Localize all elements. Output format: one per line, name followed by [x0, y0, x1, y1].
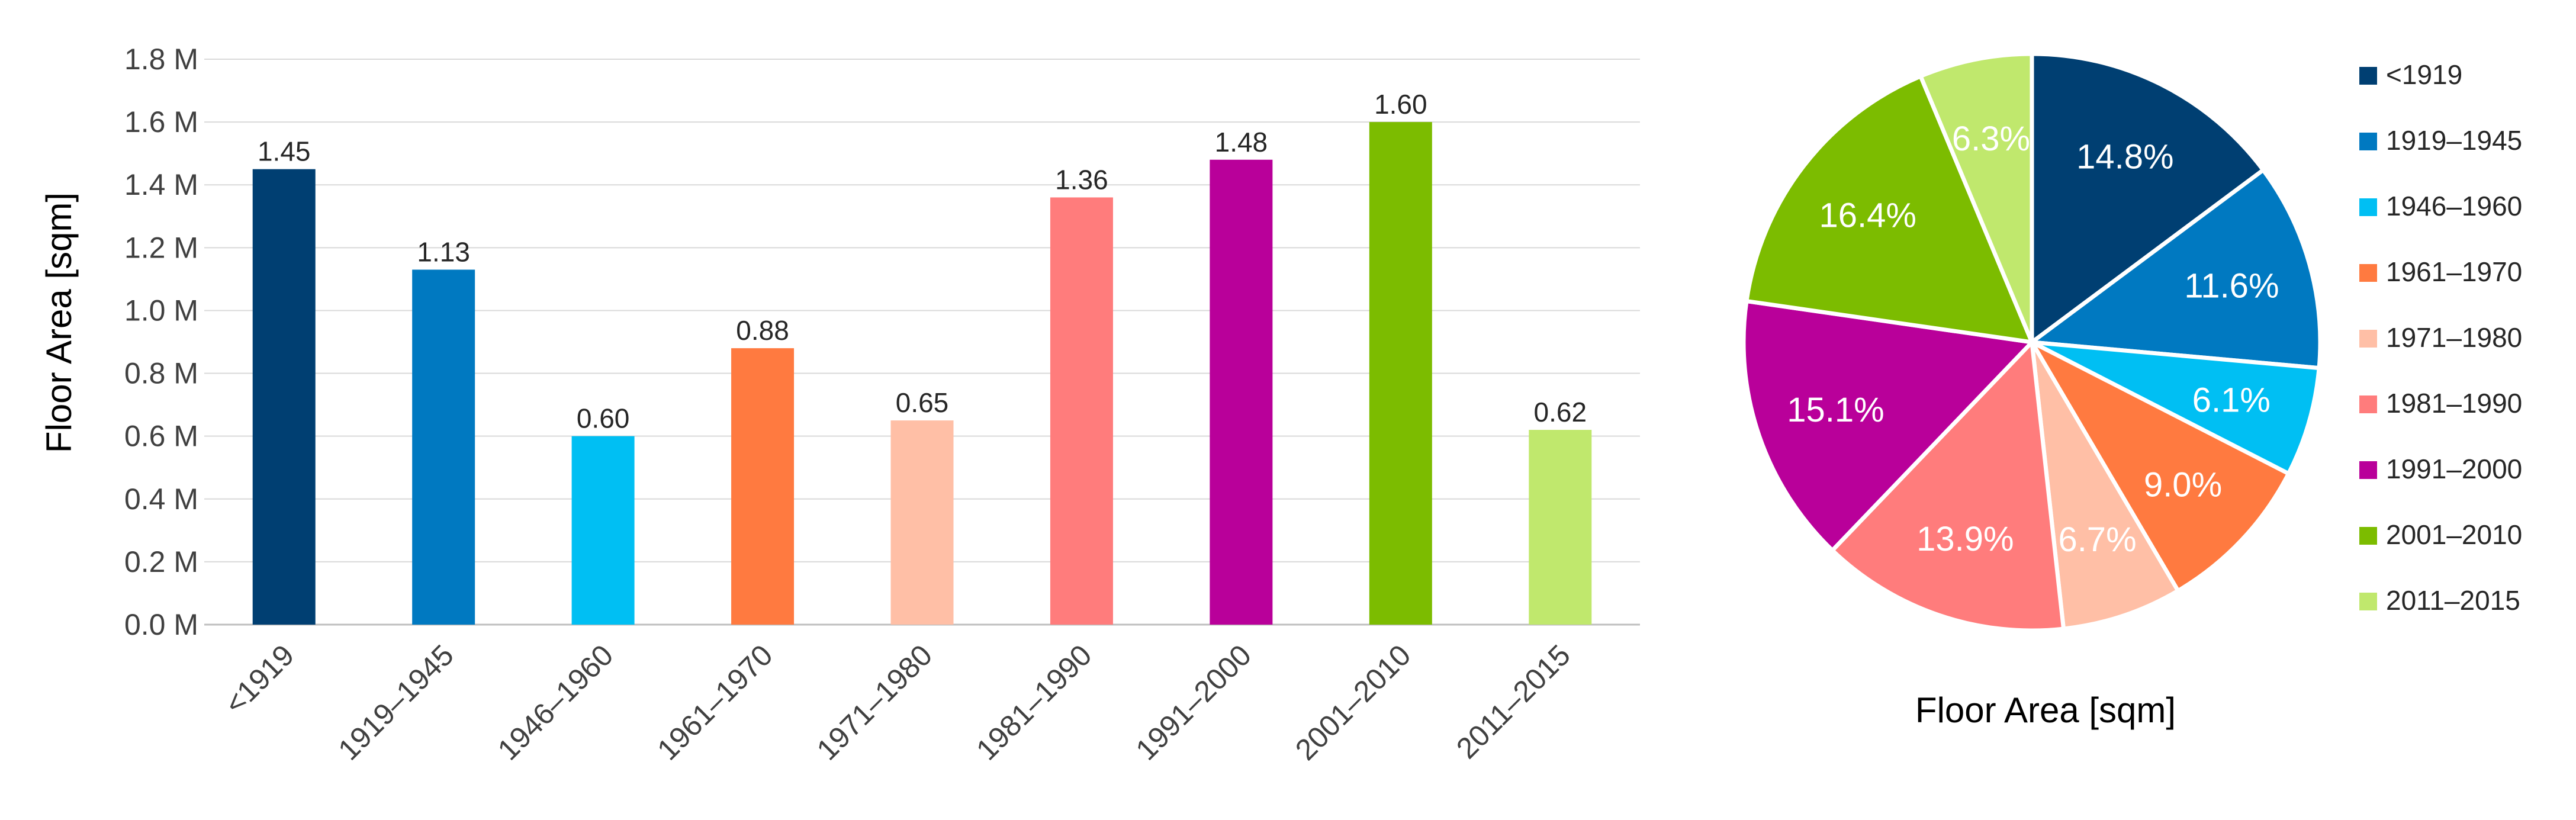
legend-swatch: [2359, 395, 2377, 413]
pie-axis-title: Floor Area [sqm]: [1915, 690, 2176, 730]
legend-swatch: [2359, 593, 2377, 610]
bar: [1050, 197, 1113, 625]
pie-slice: [1918, 52, 2034, 345]
bar-chart: 0.0 M 0.2 M 0.4 M 0.6 M 0.8 M 1.0 M 1.2 M 1.4 M…: [39, 43, 1640, 767]
bar-y-tick-label: 0.4 M: [124, 483, 198, 516]
legend-label: 1971–1980: [2386, 322, 2522, 353]
bar: [1369, 122, 1432, 625]
bar-y-tick-label: 0.6 M: [124, 420, 198, 453]
bar-data-label: 1.48: [1215, 127, 1268, 157]
legend-swatch: [2359, 198, 2377, 216]
bar-data-label: 1.13: [417, 236, 470, 267]
bar-y-tick-label: 0.0 M: [124, 608, 198, 641]
bar-x-tick-label: <1919: [218, 638, 301, 721]
legend-swatch: [2359, 527, 2377, 545]
pie-slices: [1741, 52, 2323, 633]
bar: [1529, 430, 1592, 625]
pie-data-label: 11.6%: [2184, 267, 2279, 306]
legend-swatch: [2359, 330, 2377, 348]
legend-swatch: [2359, 264, 2377, 282]
pie-data-label: 13.9%: [1916, 520, 2014, 558]
pie-slice: [1744, 74, 2034, 345]
pie-data-label: 14.8%: [2076, 138, 2173, 176]
pie-chart: 14.8% 11.6% 6.1% 9.0%6.7% 13.9% 15.1% 16.4% 6.3…: [1741, 52, 2323, 730]
pie-data-label: 6.7%: [2058, 520, 2136, 559]
pie-slice: [2030, 340, 2291, 593]
bar: [252, 169, 316, 625]
bar-x-tick-label: 1981–1990: [970, 638, 1098, 767]
legend-label: 2011–2015: [2386, 585, 2520, 616]
bar: [1210, 159, 1273, 625]
bar-y-tick-labels: 0.0 M 0.2 M 0.4 M 0.6 M 0.8 M 1.0 M 1.2 M 1.4 M…: [124, 43, 198, 641]
bar: [731, 348, 795, 625]
pie-slice: [2030, 168, 2323, 371]
bar-y-tick-label: 1.2 M: [124, 231, 198, 264]
pie-slice: [1741, 299, 2034, 553]
bar: [890, 420, 954, 625]
bar-y-tick-label: 1.0 M: [124, 294, 198, 327]
bar-y-tick-label: 0.8 M: [124, 357, 198, 390]
legend-label: 2001–2010: [2386, 519, 2522, 550]
bar-data-label: 0.62: [1534, 397, 1587, 427]
bar-x-tick-label: 1971–1980: [811, 638, 939, 767]
bar-y-tick-label: 1.8 M: [124, 43, 198, 76]
bar-series: [252, 122, 1592, 625]
pie-data-label: 16.4%: [1819, 196, 1916, 234]
pie-slice: [2030, 52, 2266, 345]
bar: [571, 436, 635, 625]
legend-label: 1961–1970: [2386, 256, 2522, 287]
legend-label: 1946–1960: [2386, 191, 2522, 221]
legend-label: 1981–1990: [2386, 388, 2522, 419]
pie-slice: [2030, 340, 2321, 476]
bar-data-label: 0.65: [896, 387, 949, 418]
pie-legend: <1919 1919–1945 1946–1960 1961–1970 1971–198…: [2359, 59, 2522, 616]
legend-swatch: [2359, 461, 2377, 479]
legend-swatch: [2359, 133, 2377, 150]
legend-swatch: [2359, 67, 2377, 85]
bar-data-label: 1.45: [258, 136, 311, 167]
pie-data-labels: 14.8% 11.6% 6.1% 9.0%6.7% 13.9% 15.1% 16.4% 6.3…: [1787, 120, 2279, 559]
pie-slice: [1830, 340, 2066, 633]
pie-data-label: 6.3%: [1952, 120, 2030, 158]
legend-label: <1919: [2386, 59, 2462, 90]
bar-x-tick-labels: <1919 1919–1945 1946–1960 1961–1970 1971–198…: [218, 638, 1577, 767]
bar-y-tick-label: 1.6 M: [124, 105, 198, 139]
bar-x-tick-label: 2011–2015: [1450, 638, 1577, 765]
bar-x-tick-label: 1919–1945: [332, 638, 460, 767]
bar-x-tick-label: 2001–2010: [1289, 638, 1417, 767]
bar-data-labels: 1.45 1.13 0.60 0.88 0.65 1.36 1.48 1.60 0.62: [258, 89, 1587, 434]
bar-x-tick-label: 1961–1970: [651, 638, 779, 767]
bar-y-tick-label: 1.4 M: [124, 168, 198, 201]
pie-data-label: 6.1%: [2192, 381, 2271, 419]
bar-x-tick-label: 1946–1960: [491, 638, 620, 767]
pie-data-label: 15.1%: [1787, 391, 1884, 429]
pie-data-label: 9.0%: [2144, 466, 2222, 504]
legend-label: 1991–2000: [2386, 454, 2522, 484]
pie-slice: [2030, 340, 2181, 631]
bar-data-label: 1.60: [1374, 89, 1427, 120]
legend-label: 1919–1945: [2386, 125, 2522, 156]
bar-data-label: 1.36: [1055, 164, 1108, 195]
bar-x-tick-label: 1991–2000: [1130, 638, 1258, 767]
bar-data-label: 0.60: [577, 403, 630, 434]
bar-y-tick-label: 0.2 M: [124, 545, 198, 578]
bar-data-label: 0.88: [736, 315, 789, 346]
bar-y-axis-title: Floor Area [sqm]: [39, 192, 79, 453]
bar: [412, 269, 475, 625]
